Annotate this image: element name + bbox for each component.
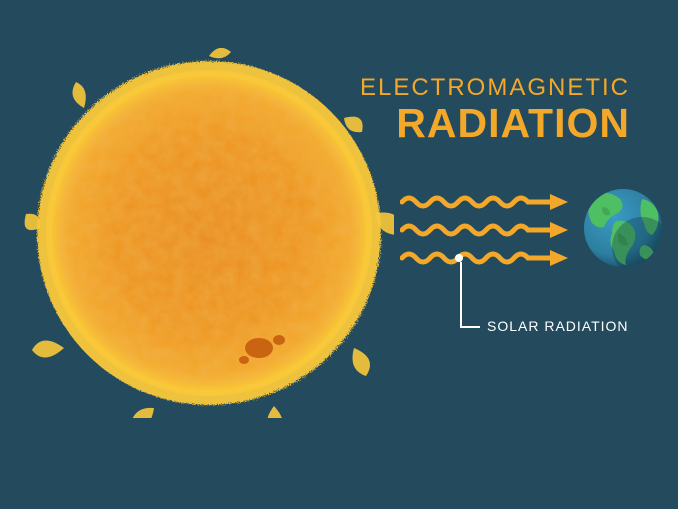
earth-illustration	[584, 189, 662, 267]
title-line2: RADIATION	[360, 100, 630, 147]
callout-line-horizontal	[460, 326, 480, 328]
callout-dot	[455, 254, 463, 262]
sun-illustration	[24, 48, 394, 418]
callout-line-vertical	[460, 262, 462, 326]
radiation-waves	[400, 190, 570, 270]
title-block: ELECTROMAGNETIC RADIATION	[360, 74, 630, 147]
callout-label: SOLAR RADIATION	[487, 318, 629, 334]
title-line1: ELECTROMAGNETIC	[360, 74, 630, 102]
